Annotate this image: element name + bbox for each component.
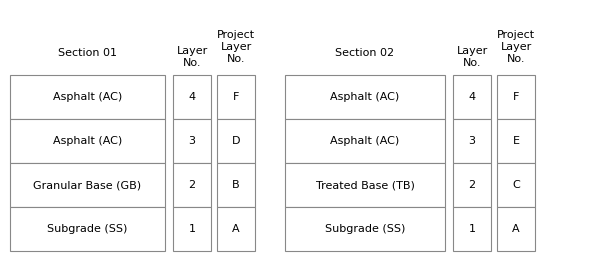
Text: 2: 2 — [188, 180, 196, 190]
Bar — [285, 119, 445, 163]
Bar — [173, 75, 211, 119]
Text: F: F — [513, 92, 519, 102]
Text: C: C — [512, 180, 520, 190]
Text: Project
Layer
No.: Project Layer No. — [217, 30, 255, 64]
Text: 4: 4 — [469, 92, 476, 102]
Text: 1: 1 — [469, 224, 476, 234]
Bar — [217, 207, 255, 251]
Text: Asphalt (AC): Asphalt (AC) — [53, 136, 122, 146]
Text: B: B — [232, 180, 240, 190]
Bar — [453, 119, 491, 163]
Bar — [453, 75, 491, 119]
Bar — [497, 75, 535, 119]
Text: Layer
No.: Layer No. — [176, 46, 208, 68]
Bar — [10, 119, 165, 163]
Text: Subgrade (SS): Subgrade (SS) — [325, 224, 405, 234]
Text: Section 02: Section 02 — [335, 48, 395, 58]
Bar — [497, 207, 535, 251]
Text: A: A — [512, 224, 520, 234]
Bar — [217, 75, 255, 119]
Bar — [453, 163, 491, 207]
Text: Project
Layer
No.: Project Layer No. — [497, 30, 535, 64]
Bar — [173, 163, 211, 207]
Bar — [173, 207, 211, 251]
Bar — [173, 119, 211, 163]
Bar — [10, 75, 165, 119]
Bar — [497, 119, 535, 163]
Bar — [10, 207, 165, 251]
Text: Section 01: Section 01 — [58, 48, 117, 58]
Text: 3: 3 — [469, 136, 476, 146]
Text: Asphalt (AC): Asphalt (AC) — [331, 136, 400, 146]
Text: Treated Base (TB): Treated Base (TB) — [316, 180, 415, 190]
Text: Subgrade (SS): Subgrade (SS) — [47, 224, 128, 234]
Bar — [217, 163, 255, 207]
Text: Layer
No.: Layer No. — [457, 46, 488, 68]
Bar — [285, 75, 445, 119]
Text: D: D — [232, 136, 240, 146]
Bar — [217, 119, 255, 163]
Bar — [285, 207, 445, 251]
Text: 4: 4 — [188, 92, 196, 102]
Text: 1: 1 — [188, 224, 196, 234]
Text: Asphalt (AC): Asphalt (AC) — [331, 92, 400, 102]
Bar — [497, 163, 535, 207]
Text: 3: 3 — [188, 136, 196, 146]
Text: Granular Base (GB): Granular Base (GB) — [34, 180, 142, 190]
Bar — [285, 163, 445, 207]
Text: A: A — [232, 224, 240, 234]
Bar — [453, 207, 491, 251]
Text: F: F — [233, 92, 239, 102]
Text: 2: 2 — [469, 180, 476, 190]
Text: E: E — [512, 136, 520, 146]
Text: Asphalt (AC): Asphalt (AC) — [53, 92, 122, 102]
Bar — [10, 163, 165, 207]
